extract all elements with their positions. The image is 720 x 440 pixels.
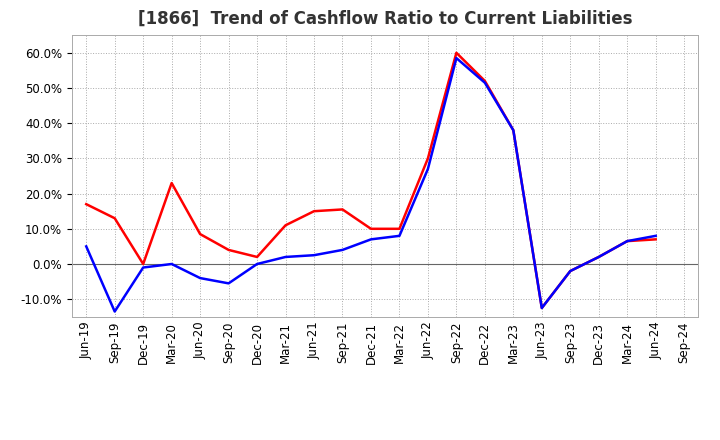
Free CF to Current Liabilities — [537, 305, 546, 311]
Free CF to Current Liabilities — [623, 238, 631, 244]
Operating CF to Current Liabilities — [566, 268, 575, 274]
Operating CF to Current Liabilities — [139, 261, 148, 267]
Operating CF to Current Liabilities — [480, 78, 489, 84]
Free CF to Current Liabilities — [652, 233, 660, 238]
Free CF to Current Liabilities — [196, 275, 204, 281]
Free CF to Current Liabilities — [423, 166, 432, 172]
Operating CF to Current Liabilities — [282, 223, 290, 228]
Free CF to Current Liabilities — [452, 55, 461, 61]
Operating CF to Current Liabilities — [310, 209, 318, 214]
Operating CF to Current Liabilities — [167, 180, 176, 186]
Free CF to Current Liabilities — [253, 261, 261, 267]
Operating CF to Current Liabilities — [110, 216, 119, 221]
Operating CF to Current Liabilities — [595, 254, 603, 260]
Free CF to Current Liabilities — [566, 268, 575, 274]
Title: [1866]  Trend of Cashflow Ratio to Current Liabilities: [1866] Trend of Cashflow Ratio to Curren… — [138, 10, 632, 28]
Operating CF to Current Liabilities — [196, 231, 204, 237]
Operating CF to Current Liabilities — [253, 254, 261, 260]
Free CF to Current Liabilities — [110, 309, 119, 314]
Operating CF to Current Liabilities — [82, 202, 91, 207]
Free CF to Current Liabilities — [366, 237, 375, 242]
Free CF to Current Liabilities — [82, 244, 91, 249]
Operating CF to Current Liabilities — [395, 226, 404, 231]
Free CF to Current Liabilities — [395, 233, 404, 238]
Operating CF to Current Liabilities — [509, 128, 518, 133]
Free CF to Current Liabilities — [310, 253, 318, 258]
Line: Operating CF to Current Liabilities: Operating CF to Current Liabilities — [86, 53, 656, 308]
Free CF to Current Liabilities — [595, 254, 603, 260]
Free CF to Current Liabilities — [282, 254, 290, 260]
Operating CF to Current Liabilities — [452, 50, 461, 55]
Operating CF to Current Liabilities — [652, 237, 660, 242]
Line: Free CF to Current Liabilities: Free CF to Current Liabilities — [86, 58, 656, 312]
Operating CF to Current Liabilities — [366, 226, 375, 231]
Free CF to Current Liabilities — [139, 265, 148, 270]
Operating CF to Current Liabilities — [338, 207, 347, 212]
Free CF to Current Liabilities — [338, 247, 347, 253]
Free CF to Current Liabilities — [167, 261, 176, 267]
Operating CF to Current Liabilities — [623, 238, 631, 244]
Operating CF to Current Liabilities — [225, 247, 233, 253]
Free CF to Current Liabilities — [480, 80, 489, 85]
Operating CF to Current Liabilities — [423, 156, 432, 161]
Free CF to Current Liabilities — [509, 128, 518, 133]
Operating CF to Current Liabilities — [537, 305, 546, 311]
Free CF to Current Liabilities — [225, 281, 233, 286]
